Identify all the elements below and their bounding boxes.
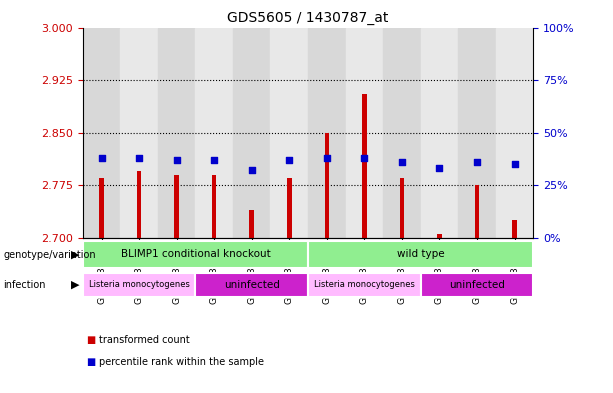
Bar (421, 273, 533, 297)
Title: GDS5605 / 1430787_at: GDS5605 / 1430787_at (227, 11, 389, 25)
Bar (83, 241, 308, 268)
Text: uninfected: uninfected (224, 280, 280, 290)
Bar (362, 94, 367, 238)
Bar (458, 28, 496, 238)
Point (134, 155, 144, 161)
Point (172, 157, 181, 163)
Bar (324, 132, 329, 238)
Bar (196, 273, 308, 297)
Bar (308, 273, 421, 297)
Text: percentile rank within the sample: percentile rank within the sample (99, 356, 264, 367)
Point (509, 161, 519, 167)
Point (209, 157, 219, 163)
Bar (120, 28, 158, 238)
Bar (212, 174, 216, 238)
Bar (512, 220, 517, 238)
Text: wild type: wild type (397, 250, 444, 259)
Point (435, 165, 444, 171)
Point (247, 167, 257, 174)
Text: genotype/variation: genotype/variation (3, 250, 96, 260)
Bar (421, 28, 458, 238)
Bar (496, 28, 533, 238)
Bar (174, 174, 179, 238)
Bar (158, 28, 196, 238)
Text: Listeria monocytogenes: Listeria monocytogenes (314, 281, 415, 289)
Text: infection: infection (3, 280, 45, 290)
Bar (308, 28, 346, 238)
Bar (287, 178, 292, 238)
Text: uninfected: uninfected (449, 280, 505, 290)
Bar (270, 28, 308, 238)
Bar (83, 28, 120, 238)
Bar (249, 210, 254, 238)
Text: ■: ■ (86, 356, 95, 367)
Text: ▶: ▶ (71, 280, 80, 290)
Point (397, 159, 407, 165)
Text: ▶: ▶ (71, 250, 80, 260)
Point (472, 159, 482, 165)
Bar (83, 273, 196, 297)
Bar (346, 28, 383, 238)
Point (284, 157, 294, 163)
Bar (383, 28, 421, 238)
Point (97, 155, 107, 161)
Bar (308, 241, 533, 268)
Bar (137, 171, 142, 238)
Bar (400, 178, 404, 238)
Text: ■: ■ (86, 335, 95, 345)
Text: Listeria monocytogenes: Listeria monocytogenes (89, 281, 189, 289)
Point (359, 155, 369, 161)
Bar (99, 178, 104, 238)
Text: transformed count: transformed count (99, 335, 190, 345)
Point (322, 155, 332, 161)
Bar (474, 185, 479, 238)
Bar (233, 28, 270, 238)
Bar (196, 28, 233, 238)
Text: BLIMP1 conditional knockout: BLIMP1 conditional knockout (121, 250, 270, 259)
Bar (437, 234, 442, 238)
